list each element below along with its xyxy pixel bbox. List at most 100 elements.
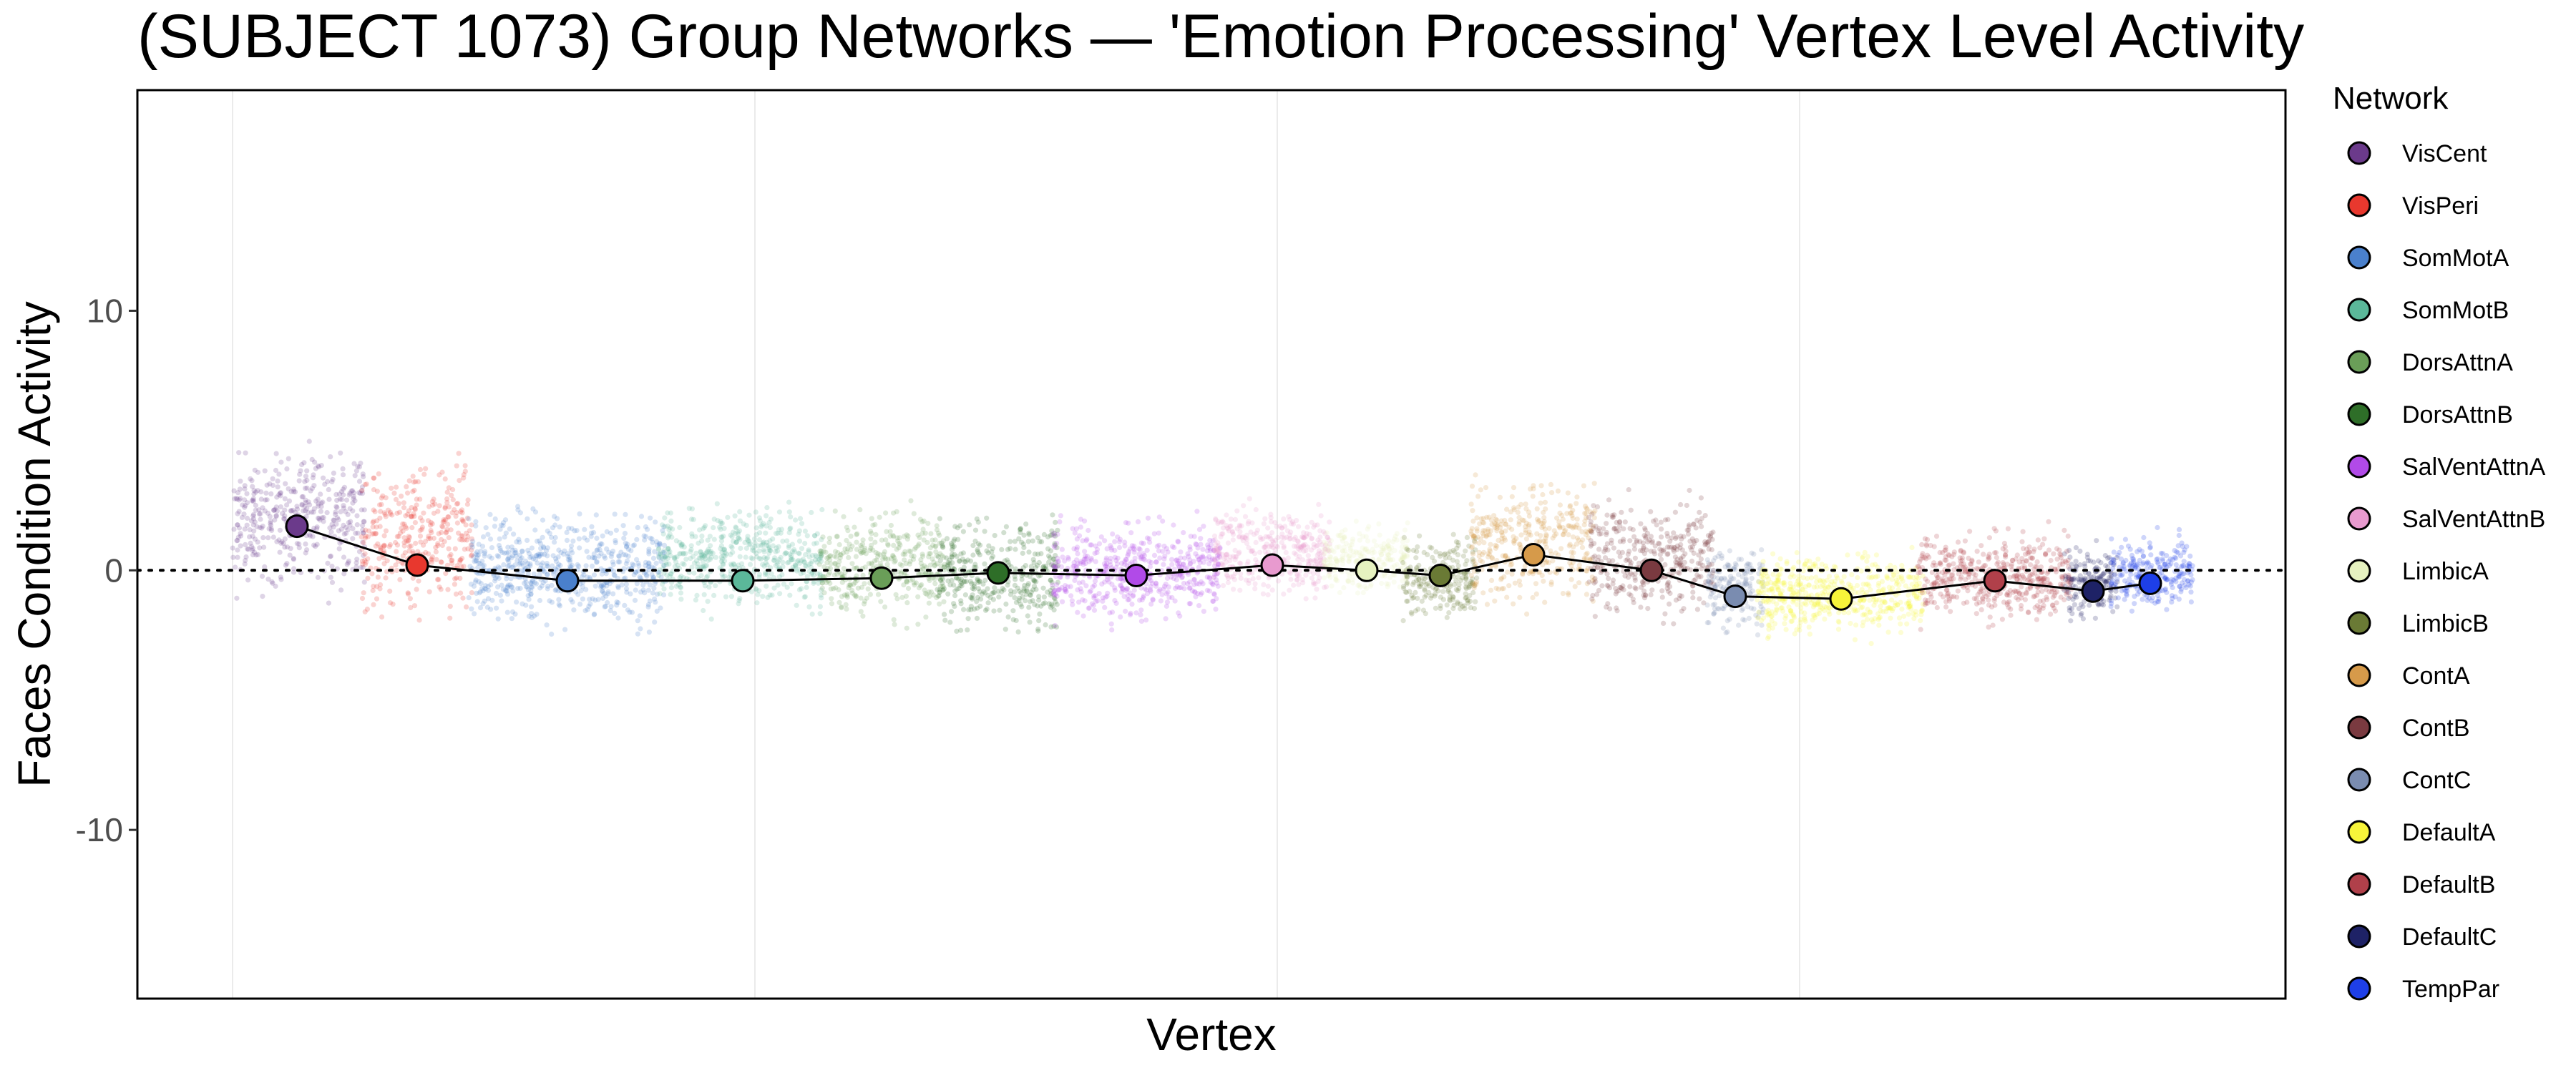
data-point [891, 542, 897, 549]
data-point [818, 592, 824, 598]
data-point [773, 531, 779, 536]
data-point [718, 534, 724, 540]
data-point [738, 545, 743, 552]
data-point [1357, 584, 1363, 590]
data-point [1586, 579, 1592, 585]
data-point [1413, 589, 1418, 596]
data-point [660, 528, 665, 534]
data-point [494, 574, 500, 579]
data-point [1023, 521, 1029, 527]
data-point [421, 542, 426, 548]
data-point [446, 535, 452, 541]
data-point [922, 587, 927, 593]
data-point [650, 539, 655, 545]
data-point [841, 574, 847, 579]
data-point [1581, 522, 1587, 528]
data-point [1353, 549, 1359, 555]
data-point [381, 544, 386, 549]
data-point [646, 564, 652, 569]
data-point [789, 557, 794, 562]
data-point [529, 584, 535, 590]
data-point [514, 599, 519, 605]
data-point [472, 579, 479, 585]
data-point [459, 564, 464, 570]
data-point [751, 548, 757, 554]
data-point [1151, 531, 1157, 536]
data-point [463, 522, 469, 528]
data-point [927, 562, 933, 568]
data-point [568, 543, 575, 549]
data-point [431, 535, 437, 542]
data-point [668, 571, 674, 577]
data-point [378, 547, 384, 554]
data-point [1589, 596, 1595, 602]
data-point [454, 563, 460, 569]
data-point [584, 549, 590, 554]
data-point [361, 519, 367, 524]
data-point [827, 557, 833, 562]
data-point [471, 554, 477, 560]
data-point [1003, 524, 1009, 529]
data-point [448, 527, 454, 533]
data-point [356, 464, 362, 470]
data-point [678, 597, 684, 602]
data-point [927, 577, 932, 584]
data-point [677, 524, 683, 531]
data-point [854, 539, 859, 545]
data-point [747, 541, 753, 547]
data-point [623, 586, 630, 592]
data-point [1569, 513, 1575, 519]
data-point [365, 556, 371, 562]
data-point [271, 507, 277, 513]
data-point [374, 518, 380, 524]
data-point [1499, 530, 1505, 536]
data-point [273, 583, 278, 589]
data-point [589, 524, 595, 529]
data-point [359, 484, 366, 490]
data-point [797, 560, 803, 566]
data-point [1659, 588, 1665, 594]
data-point [238, 496, 243, 501]
data-point [729, 534, 735, 539]
data-point [954, 575, 960, 581]
data-point [806, 562, 812, 567]
data-point [393, 562, 399, 568]
data-point [317, 517, 323, 523]
data-point [761, 554, 767, 561]
data-point [897, 542, 903, 548]
data-point [1123, 608, 1128, 614]
data-point [436, 503, 442, 509]
data-point [605, 589, 611, 594]
data-point [902, 557, 907, 563]
data-point [747, 562, 753, 567]
data-point [601, 582, 607, 588]
data-point [1391, 579, 1397, 585]
data-point [597, 541, 604, 547]
data-point [549, 582, 555, 589]
data-point [537, 597, 543, 604]
data-point [834, 534, 840, 539]
data-point [300, 494, 306, 499]
data-point [362, 557, 368, 564]
data-point [261, 544, 267, 550]
data-point [766, 545, 772, 551]
data-point [862, 598, 868, 604]
data-point [379, 501, 384, 507]
data-point [309, 456, 315, 463]
data-point [622, 602, 628, 609]
data-point [933, 544, 939, 549]
data-point [635, 568, 641, 574]
data-point [1533, 591, 1539, 597]
data-point [258, 516, 263, 522]
data-point [940, 587, 946, 593]
data-point [373, 531, 379, 536]
data-point [562, 548, 567, 554]
data-point [701, 566, 707, 572]
data-point [1040, 585, 1046, 591]
data-point [960, 529, 966, 534]
data-point [937, 558, 943, 564]
data-point [503, 588, 509, 594]
data-point [809, 611, 815, 617]
data-point [394, 534, 400, 539]
data-point [268, 491, 274, 497]
